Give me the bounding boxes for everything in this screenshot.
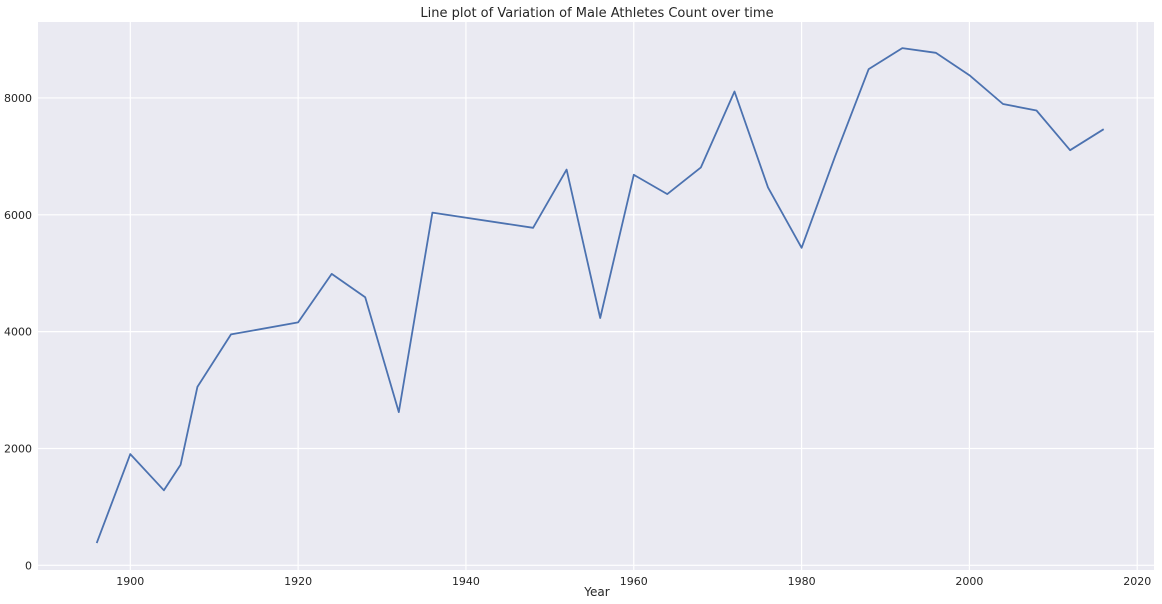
x-tick-label: 2020	[1123, 575, 1151, 588]
chart-title: Line plot of Variation of Male Athletes …	[420, 6, 773, 21]
x-tick-label: 1980	[788, 575, 816, 588]
x-tick-label: 1920	[284, 575, 312, 588]
y-tick-label: 8000	[4, 92, 32, 105]
x-tick-label: 1900	[116, 575, 144, 588]
x-tick-label: 2000	[955, 575, 983, 588]
x-tick-label: 1940	[452, 575, 480, 588]
y-tick-label: 0	[25, 559, 32, 572]
y-tick-label: 6000	[4, 209, 32, 222]
series-layer	[95, 47, 1105, 544]
grid-lines	[38, 22, 1154, 570]
y-tick-label: 4000	[4, 326, 32, 339]
x-axis-label: Year	[583, 585, 609, 599]
series-line	[95, 47, 1105, 544]
y-tick-labels: 0 2000 4000 6000 8000	[4, 92, 32, 572]
x-tick-labels: 1900 1920 1940 1960 1980 2000 2020	[116, 575, 1151, 588]
x-tick-label: 1960	[620, 575, 648, 588]
y-tick-label: 2000	[4, 442, 32, 455]
